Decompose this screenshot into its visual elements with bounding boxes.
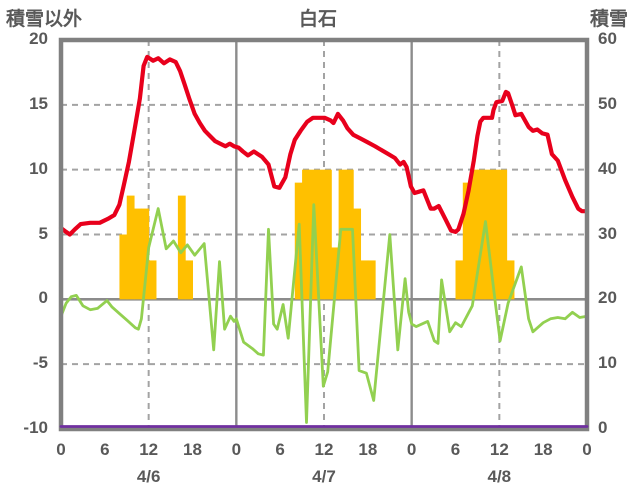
- x-axis-tick: 0: [56, 440, 66, 459]
- bar: [331, 247, 340, 300]
- right-axis-title: 積雪: [589, 9, 628, 30]
- bar: [353, 208, 362, 300]
- bar: [367, 260, 376, 300]
- left-axis-tick: 10: [29, 158, 48, 178]
- bar: [477, 169, 486, 300]
- green-line: [59, 203, 589, 424]
- x-axis-date-label: 4/8: [487, 467, 512, 486]
- x-axis-date-label: 4/6: [136, 467, 161, 486]
- bar: [185, 260, 193, 300]
- x-axis-tick: 12: [489, 440, 509, 459]
- right-axis-tick: 30: [598, 223, 617, 243]
- x-axis-date-label: 4/7: [312, 467, 336, 486]
- left-axis-tick: 5: [38, 223, 48, 243]
- bar: [148, 260, 157, 300]
- bar: [302, 169, 310, 300]
- red-line: [58, 54, 590, 237]
- bar: [324, 169, 332, 300]
- bar: [316, 169, 325, 300]
- bar: [484, 169, 493, 300]
- x-axis-tick: 12: [314, 440, 334, 459]
- right-axis-tick: 0: [598, 418, 608, 437]
- bar: [455, 260, 464, 300]
- x-axis-tick: 0: [406, 440, 417, 459]
- bar: [126, 195, 135, 300]
- bar: [119, 234, 128, 300]
- left-axis-title: 積雪以外: [6, 9, 83, 30]
- x-axis-tick: 6: [275, 440, 285, 459]
- x-axis-tick: 0: [582, 440, 592, 459]
- right-axis-tick: 50: [598, 93, 617, 113]
- right-axis-tick: 60: [598, 29, 617, 48]
- bar: [360, 260, 369, 300]
- x-axis-tick: 18: [358, 440, 378, 459]
- bar: [141, 208, 150, 300]
- x-axis-tick: 18: [533, 440, 553, 459]
- right-axis-tick: 10: [598, 353, 617, 373]
- x-axis-tick: 12: [139, 440, 159, 459]
- left-axis-tick: -5: [32, 353, 48, 373]
- right-axis-tick: 20: [598, 288, 617, 308]
- x-axis-tick: 18: [183, 440, 202, 459]
- bar: [177, 195, 186, 300]
- plot-border: [58, 37, 590, 432]
- bar: [499, 169, 508, 300]
- x-axis-tick: 6: [450, 440, 461, 459]
- bar: [462, 182, 471, 300]
- chart-title: 白石: [298, 9, 337, 30]
- left-axis-tick: 15: [29, 93, 48, 113]
- left-axis-tick: -10: [23, 418, 48, 437]
- right-axis-tick: 40: [598, 158, 617, 178]
- bar: [345, 169, 354, 300]
- bar: [338, 169, 347, 300]
- left-axis-tick: 20: [29, 29, 48, 48]
- x-axis-tick: 6: [100, 440, 110, 459]
- bar: [492, 169, 500, 300]
- bar: [470, 169, 478, 300]
- x-axis-tick: 0: [231, 440, 242, 459]
- bar: [506, 260, 515, 300]
- bar: [134, 208, 142, 300]
- left-axis-tick: 0: [38, 288, 48, 308]
